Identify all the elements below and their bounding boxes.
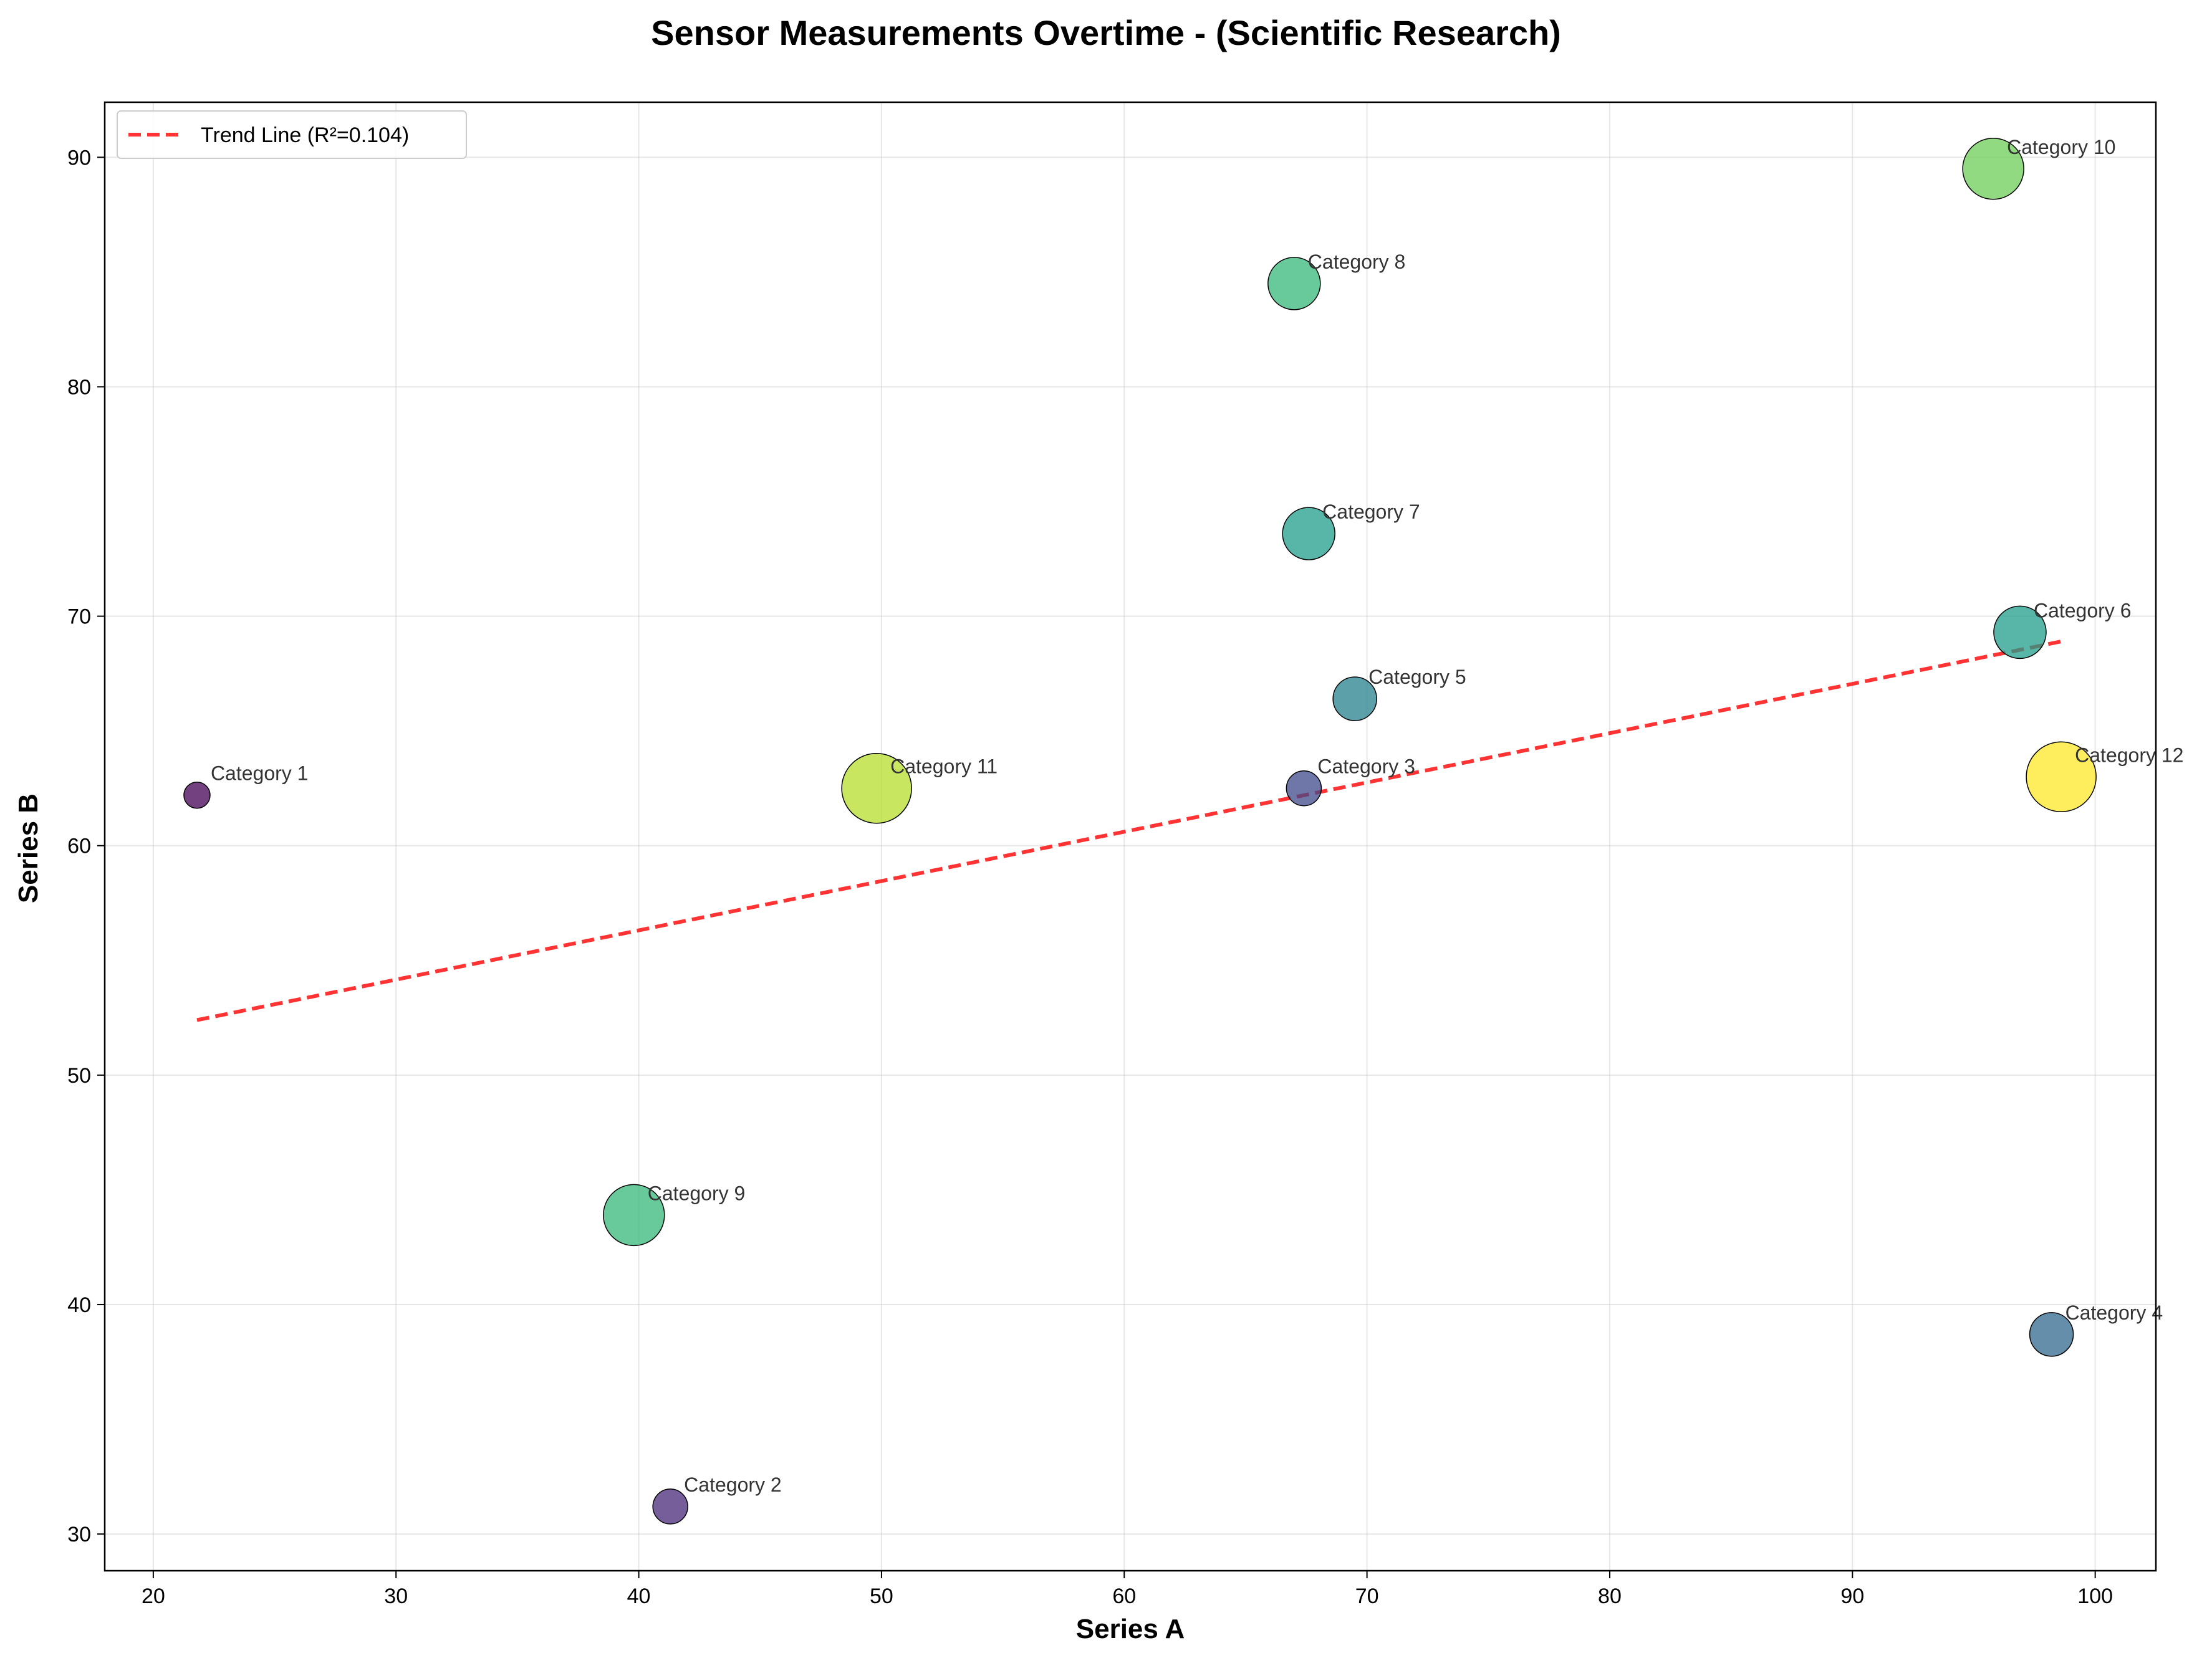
x-tick-label: 60 (1112, 1584, 1136, 1608)
legend: Trend Line (R²=0.104) (117, 110, 467, 159)
points-layer (183, 138, 2097, 1525)
y-axis-ticks: 30 40 50 60 70 80 90 (67, 146, 105, 1546)
data-point (2029, 1312, 2074, 1357)
x-tick-label: 80 (1598, 1584, 1622, 1608)
grid (105, 102, 2156, 1571)
point-label: Category 11 (890, 755, 998, 778)
point-label: Category 3 (1317, 755, 1415, 778)
data-point (183, 781, 211, 809)
data-point (841, 752, 912, 824)
legend-trend-label: Trend Line (R²=0.104) (201, 123, 409, 147)
point-label: Category 7 (1322, 501, 1420, 523)
y-tick-label: 70 (67, 605, 91, 629)
data-point (1962, 138, 2024, 200)
data-point (652, 1488, 688, 1525)
x-tick-label: 50 (870, 1584, 893, 1608)
x-axis-ticks: 20 30 40 50 60 70 80 90 100 (142, 1571, 2113, 1608)
point-label: Category 8 (1308, 251, 1406, 273)
y-tick-label: 80 (67, 375, 91, 399)
point-label: Category 9 (648, 1182, 746, 1204)
data-point (1267, 257, 1321, 310)
point-labels-layer: Category 1 Category 2 Category 3 Category 4… (211, 136, 2184, 1496)
x-tick-label: 40 (627, 1584, 651, 1608)
x-tick-label: 30 (384, 1584, 408, 1608)
chart-title: Sensor Measurements Overtime - (Scientif… (651, 13, 1561, 52)
plot-frame (103, 101, 2157, 1572)
y-axis-title: Series B (13, 793, 44, 903)
data-point (603, 1184, 665, 1247)
y-tick-label: 60 (67, 835, 91, 858)
point-label: Category 10 (2007, 136, 2115, 158)
x-tick-label: 90 (1840, 1584, 1864, 1608)
x-axis-title: Series A (1076, 1614, 1185, 1644)
x-tick-label: 100 (2077, 1584, 2113, 1608)
y-tick-label: 90 (67, 146, 91, 170)
data-point (1286, 770, 1322, 807)
data-point (1993, 605, 2047, 659)
data-point (1282, 507, 1335, 560)
legend-box (117, 110, 467, 159)
data-point (1332, 676, 1377, 721)
y-tick-label: 30 (67, 1523, 91, 1546)
data-point (2026, 741, 2097, 813)
point-label: Category 4 (2065, 1301, 2163, 1324)
y-tick-label: 50 (67, 1064, 91, 1088)
point-label: Category 1 (211, 762, 309, 785)
point-label: Category 6 (2034, 599, 2132, 621)
point-label: Category 5 (1368, 666, 1466, 688)
x-tick-label: 70 (1355, 1584, 1379, 1608)
point-label: Category 12 (2075, 744, 2183, 766)
point-label: Category 2 (684, 1474, 782, 1496)
x-tick-label: 20 (142, 1584, 165, 1608)
y-tick-label: 40 (67, 1293, 91, 1317)
